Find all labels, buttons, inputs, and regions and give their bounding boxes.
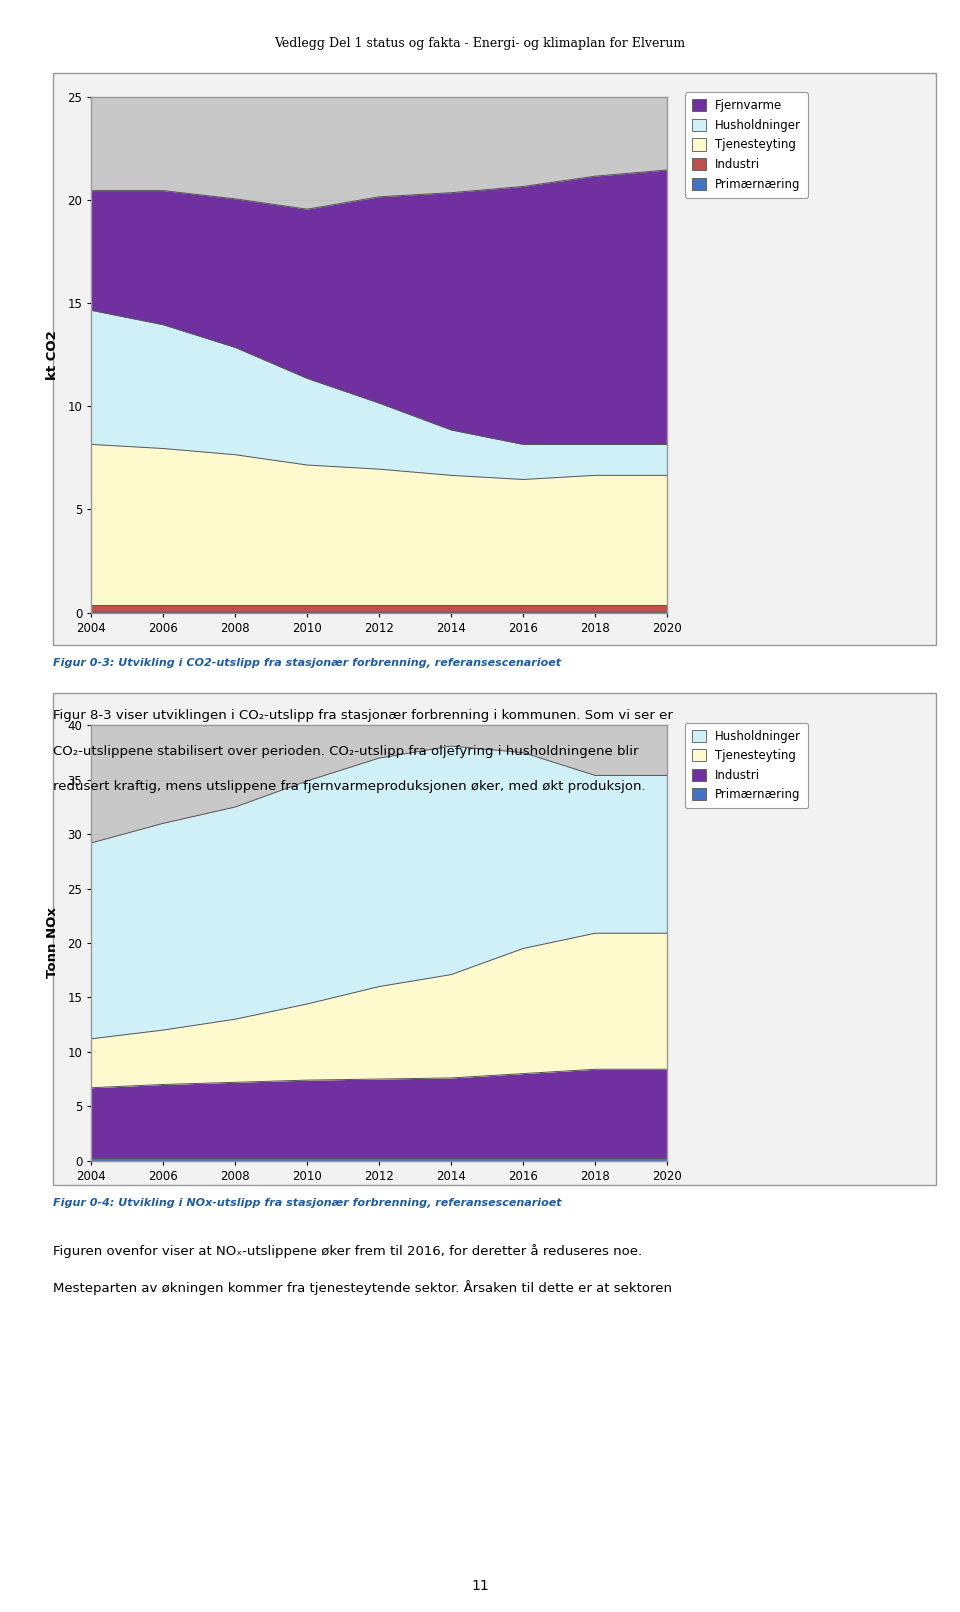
Text: Figur 0-4: Utvikling i NOx-utslipp fra stasjonær forbrenning, referansescenarioe: Figur 0-4: Utvikling i NOx-utslipp fra s… (53, 1198, 562, 1207)
Text: Vedlegg Del 1 status og fakta - Energi- og klimaplan for Elverum: Vedlegg Del 1 status og fakta - Energi- … (275, 37, 685, 50)
Text: Mesteparten av økningen kommer fra tjenesteytende sektor. Årsaken til dette er a: Mesteparten av økningen kommer fra tjene… (53, 1280, 672, 1294)
Legend: Fjernvarme, Husholdninger, Tjenesteyting, Industri, Primærnæring: Fjernvarme, Husholdninger, Tjenesteyting… (684, 92, 808, 198)
Legend: Husholdninger, Tjenesteyting, Industri, Primærnæring: Husholdninger, Tjenesteyting, Industri, … (684, 722, 808, 808)
Text: Figur 0-3: Utvikling i CO2-utslipp fra stasjonær forbrenning, referansescenarioe: Figur 0-3: Utvikling i CO2-utslipp fra s… (53, 658, 561, 667)
Text: redusert kraftig, mens utslippene fra fjernvarmeproduksjonen øker, med økt produ: redusert kraftig, mens utslippene fra fj… (53, 780, 645, 793)
Text: Figur 8-3 viser utviklingen i CO₂-utslipp fra stasjonær forbrenning i kommunen. : Figur 8-3 viser utviklingen i CO₂-utslip… (53, 709, 673, 722)
Y-axis label: kt CO2: kt CO2 (46, 330, 59, 379)
Text: Figuren ovenfor viser at NOₓ-utslippene øker frem til 2016, for deretter å redus: Figuren ovenfor viser at NOₓ-utslippene … (53, 1244, 642, 1259)
Y-axis label: Tonn NOx: Tonn NOx (46, 908, 59, 978)
Text: CO₂-utslippene stabilisert over perioden. CO₂-utslipp fra oljefyring i husholdni: CO₂-utslippene stabilisert over perioden… (53, 745, 638, 758)
Text: 11: 11 (471, 1578, 489, 1593)
